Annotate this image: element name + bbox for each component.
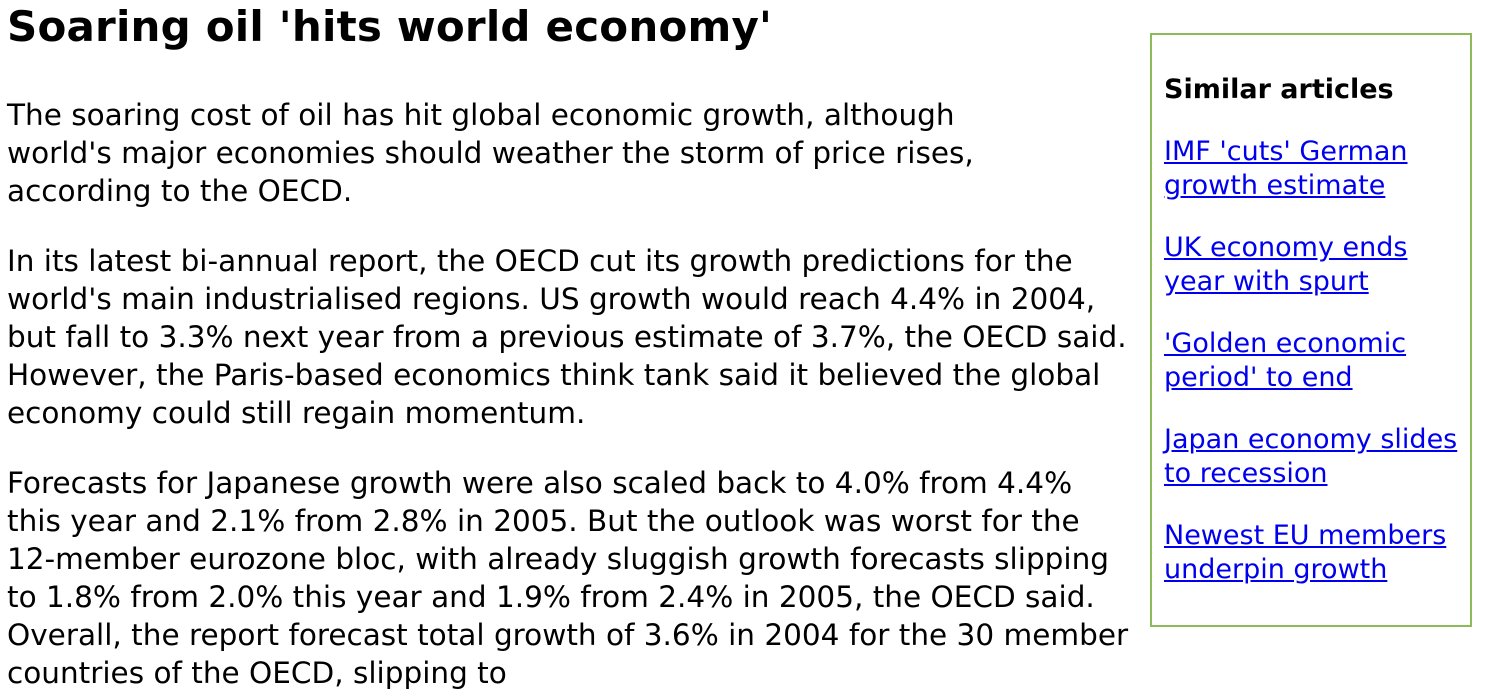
- similar-article-link-japan-recession[interactable]: Japan economy slides to recession: [1164, 424, 1458, 489]
- article-paragraph-2: In its latest bi-annual report, the OECD…: [7, 244, 1127, 430]
- list-item: 'Golden economic period' to end: [1164, 327, 1464, 395]
- similar-articles-heading: Similar articles: [1164, 74, 1394, 105]
- similar-articles-box: Similar articles IMF 'cuts' German growt…: [1150, 33, 1472, 627]
- list-item: UK economy ends year with spurt: [1164, 231, 1464, 299]
- article-paragraph-3: Forecasts for Japanese growth were also …: [7, 466, 1129, 690]
- article-paragraph-1: The soaring cost of oil has hit global e…: [7, 98, 974, 208]
- article: Soaring oil 'hits world economy' The soa…: [7, 0, 1132, 692]
- article-title: Soaring oil 'hits world economy': [7, 2, 773, 51]
- list-item: Japan economy slides to recession: [1164, 423, 1464, 491]
- list-item: IMF 'cuts' German growth estimate: [1164, 135, 1464, 203]
- list-item: Newest EU members underpin growth: [1164, 519, 1464, 587]
- similar-articles-list: IMF 'cuts' German growth estimate UK eco…: [1164, 135, 1464, 615]
- similar-article-link-imf-german-growth[interactable]: IMF 'cuts' German growth estimate: [1164, 136, 1408, 201]
- similar-article-link-eu-members-growth[interactable]: Newest EU members underpin growth: [1164, 520, 1447, 585]
- similar-article-link-golden-economic-period[interactable]: 'Golden economic period' to end: [1164, 328, 1407, 393]
- similar-article-link-uk-economy[interactable]: UK economy ends year with spurt: [1164, 232, 1408, 297]
